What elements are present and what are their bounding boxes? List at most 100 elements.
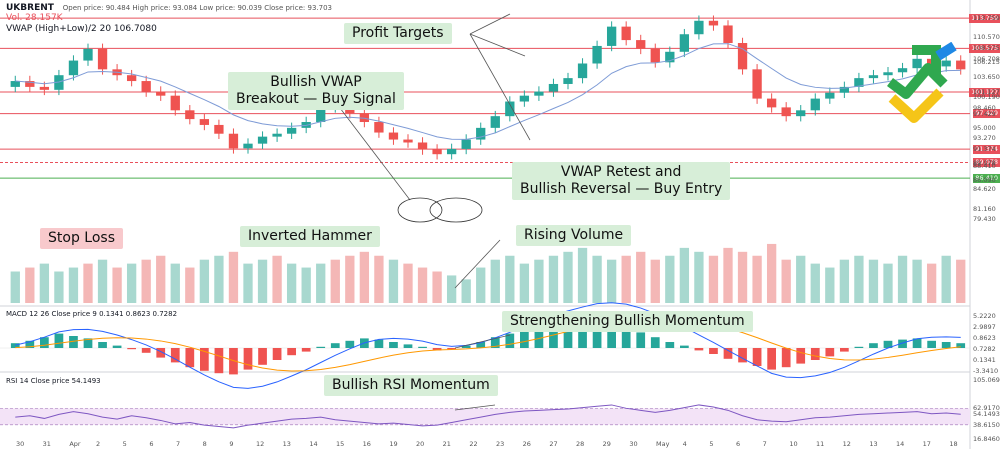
- volume-bar: [39, 263, 50, 303]
- time-tick-label: May: [656, 440, 670, 448]
- candle-body: [214, 124, 224, 134]
- rising-volume-callout: Rising Volume: [516, 225, 632, 246]
- price-tick-label: 113.759: [973, 14, 1000, 23]
- candle-body: [883, 72, 893, 76]
- volume-bar: [10, 271, 20, 303]
- volume-bar: [534, 259, 544, 303]
- macd-histogram-bar: [869, 343, 878, 348]
- time-tick-label: 15: [336, 440, 345, 448]
- volume-bar: [563, 251, 573, 303]
- macd-histogram-bar: [898, 339, 907, 348]
- candle-body: [490, 116, 500, 128]
- volume-bar: [272, 255, 282, 303]
- time-tick-label: 5: [709, 440, 714, 448]
- candle-body: [766, 98, 777, 108]
- candle-body: [403, 139, 413, 143]
- candle-body: [446, 148, 457, 155]
- macd-histogram-bar: [854, 346, 864, 348]
- candle-body: [97, 48, 108, 70]
- time-tick-label: 27: [549, 440, 558, 448]
- volume-bar: [505, 255, 515, 303]
- volume-bar: [650, 259, 660, 303]
- macd-histogram-bar: [200, 348, 209, 371]
- time-tick-label: 20: [416, 440, 425, 448]
- macd-histogram-bar: [956, 343, 966, 348]
- volume-bar: [243, 263, 253, 303]
- volume-bar: [912, 259, 922, 303]
- volume-bar: [694, 251, 704, 303]
- candle-body: [199, 119, 210, 125]
- time-tick-label: 9: [229, 440, 234, 448]
- time-tick-label: 12: [842, 440, 851, 448]
- level-price-tag: 91.374: [973, 144, 1000, 154]
- annotation-arrow: [339, 107, 411, 201]
- volume-bar: [825, 267, 835, 303]
- candle-body: [825, 92, 835, 99]
- retest-ellipse: [429, 197, 483, 223]
- brand-logo-icon: [887, 42, 957, 123]
- ohlc-readout: Open price: 90.484 High price: 93.084 Lo…: [62, 4, 332, 12]
- price-tick-label: 89.078: [973, 158, 996, 167]
- volume-bar: [446, 275, 457, 303]
- macd-histogram-bar: [534, 327, 544, 348]
- macd-histogram-bar: [243, 348, 253, 370]
- volume-bar: [476, 267, 486, 303]
- vwap-line: [15, 43, 961, 140]
- macd-histogram-bar: [98, 342, 107, 348]
- volume-bar: [577, 247, 588, 303]
- volume-bar: [679, 247, 690, 303]
- candle-body: [461, 139, 471, 149]
- volume-bar: [883, 263, 893, 303]
- volume-bar: [417, 267, 428, 303]
- volume-bar: [766, 243, 777, 303]
- macd-histogram-bar: [287, 348, 296, 356]
- profit-targets-callout: Profit Targets: [344, 23, 452, 44]
- vwap-legend: VWAP (High+Low)/2 20 106.7080: [6, 24, 157, 34]
- macd-tick-label: 0.8623: [973, 334, 996, 342]
- candle-body: [25, 81, 35, 87]
- candle-body: [548, 83, 559, 92]
- rsi-momentum-callout: Bullish RSI Momentum: [324, 375, 498, 396]
- volume-bar: [796, 255, 806, 303]
- rsi-line: [15, 404, 961, 429]
- candle-body: [10, 81, 20, 87]
- macd-histogram-bar: [476, 342, 486, 348]
- candle-body: [68, 60, 79, 76]
- macd-histogram-bar: [141, 348, 151, 353]
- macd-histogram-bar: [781, 348, 791, 368]
- volume-bar: [388, 259, 399, 303]
- volume-bar: [606, 259, 617, 303]
- volume-bar: [723, 247, 733, 303]
- macd-histogram-bar: [214, 348, 224, 374]
- candle-body: [141, 81, 151, 92]
- time-tick-label: Apr: [69, 440, 81, 448]
- macd-histogram-bar: [403, 344, 413, 348]
- volume-bar: [199, 259, 210, 303]
- macd-histogram-bar: [709, 348, 718, 354]
- macd-histogram-bar: [418, 346, 427, 348]
- volume-bar: [941, 255, 951, 303]
- volume-bar: [403, 263, 413, 303]
- macd-histogram-bar: [752, 348, 762, 366]
- level-price-tag: 113.759: [969, 13, 1000, 23]
- time-tick-label: 31: [42, 440, 51, 448]
- macd-histogram-bar: [272, 348, 282, 360]
- volume-bar: [170, 263, 180, 303]
- macd-histogram-bar: [927, 340, 936, 348]
- time-tick-label: 23: [496, 440, 505, 448]
- annotation-arrow: [454, 239, 501, 289]
- time-tick-label: 19: [389, 440, 398, 448]
- macd-tick-label: 0.7282: [973, 345, 996, 353]
- time-tick-label: 16: [362, 440, 371, 448]
- volume-bar: [301, 267, 311, 303]
- time-tick-label: 10: [789, 440, 798, 448]
- candle-body: [577, 63, 588, 79]
- macd-histogram-bar: [389, 342, 398, 348]
- candle-body: [505, 101, 515, 117]
- time-tick-label: 11: [816, 440, 825, 448]
- volume-bar: [897, 255, 908, 303]
- macd-histogram-bar: [156, 348, 166, 358]
